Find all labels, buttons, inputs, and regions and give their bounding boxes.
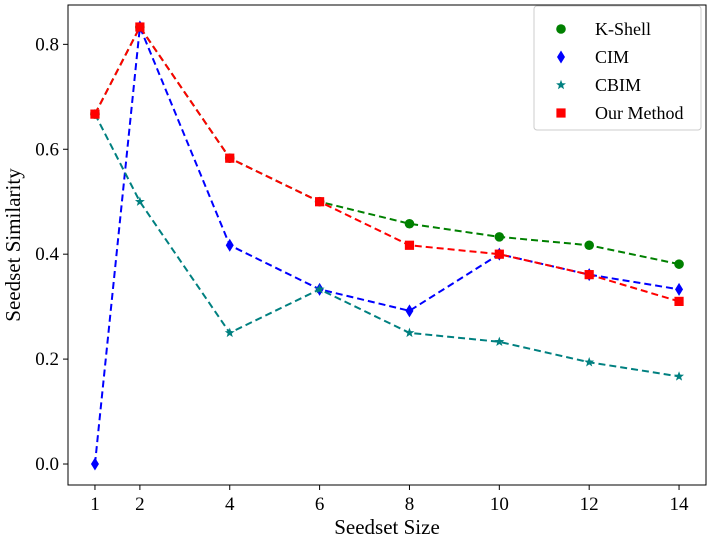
plot-frame — [67, 4, 707, 486]
legend-marker — [557, 50, 565, 64]
x-tick-label: 8 — [405, 494, 415, 515]
y-tick-label: 0.0 — [35, 454, 59, 475]
data-point — [494, 249, 504, 259]
y-tick-label: 0.6 — [35, 139, 59, 160]
x-tick-label: 10 — [490, 494, 509, 515]
y-axis-label: Seedset Similarity — [1, 168, 25, 322]
x-axis-label: Seedset Size — [334, 515, 440, 539]
data-point — [224, 327, 235, 338]
series-line — [94, 113, 680, 378]
x-tick-label: 12 — [580, 494, 599, 515]
x-tick-label: 6 — [315, 494, 325, 515]
legend-label: CIM — [595, 47, 629, 67]
data-point — [404, 218, 415, 229]
y-axis: 0.0 0.2 0.4 0.6 0.8 — [35, 34, 68, 475]
data-point — [404, 327, 415, 338]
y-tick-label: 0.4 — [35, 244, 59, 265]
data-point — [584, 357, 595, 367]
legend-item: K-Shell — [556, 19, 651, 39]
legend: K-Shell CIM CBIM Our Method — [533, 5, 702, 131]
data-point — [225, 238, 234, 252]
legend-marker — [556, 108, 566, 118]
series-line — [94, 25, 680, 303]
data-point — [90, 457, 99, 471]
data-point — [134, 196, 145, 206]
legend-label: Our Method — [595, 103, 684, 123]
x-axis: 1 2 4 6 8 10 12 14 — [90, 485, 689, 515]
series-our-method — [90, 22, 684, 306]
data-point — [314, 284, 325, 294]
x-tick-label: 2 — [135, 494, 145, 515]
data-point — [404, 240, 415, 250]
series-layer — [90, 20, 684, 471]
legend-box — [533, 5, 702, 131]
data-point — [494, 232, 505, 242]
y-tick-label: 0.8 — [35, 34, 59, 55]
legend-marker — [556, 24, 566, 34]
data-point — [674, 296, 684, 306]
data-point — [675, 282, 684, 296]
data-point — [90, 109, 100, 119]
data-point — [674, 259, 684, 269]
legend-item: CBIM — [556, 75, 641, 95]
series-cbim — [90, 108, 684, 381]
data-point — [584, 240, 594, 251]
data-point — [405, 304, 414, 318]
x-tick-label: 4 — [225, 494, 235, 515]
data-point — [225, 153, 235, 163]
legend-marker — [556, 79, 566, 90]
series-line — [93, 26, 680, 465]
legend-label: K-Shell — [595, 19, 651, 39]
data-point — [674, 371, 684, 381]
x-tick-label: 14 — [670, 494, 690, 515]
x-tick-label: 1 — [90, 494, 100, 515]
data-point — [494, 336, 505, 346]
data-point — [135, 22, 145, 32]
data-point — [584, 270, 594, 280]
data-point — [315, 197, 325, 207]
legend-item: Our Method — [556, 103, 684, 123]
y-tick-label: 0.2 — [35, 349, 59, 370]
legend-label: CBIM — [595, 75, 641, 95]
legend-item: CIM — [557, 47, 629, 67]
